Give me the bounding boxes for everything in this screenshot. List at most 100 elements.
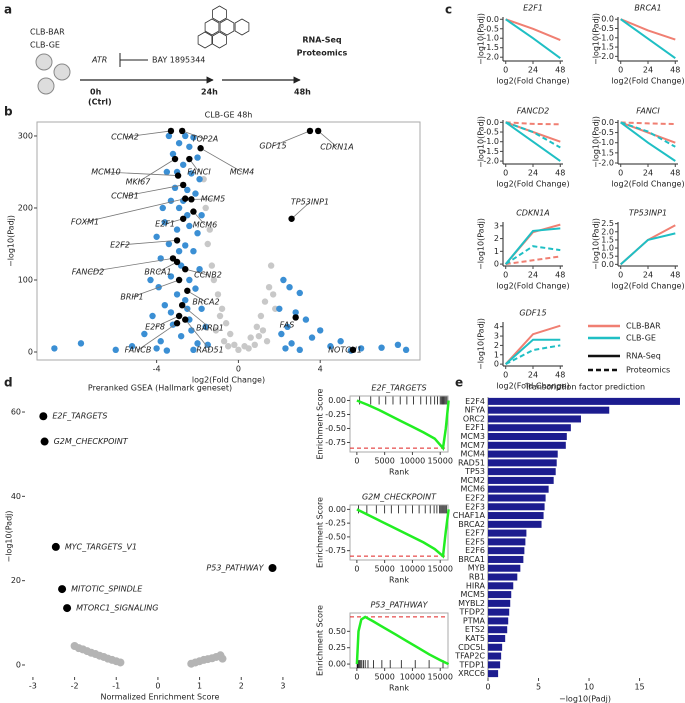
x-tick-label: -1 [112, 682, 120, 691]
bar [488, 503, 545, 511]
point [149, 312, 156, 320]
y-tick-label: 0.00 [328, 396, 346, 405]
chart-title: CDKN1A [516, 209, 550, 218]
x-tick-label: 48 [670, 169, 680, 178]
y-tick-label: 100 [18, 275, 33, 284]
y-tick-label: -1.5 [598, 148, 614, 157]
y-tick-label: 0 [16, 660, 21, 669]
point [188, 170, 195, 177]
point [349, 346, 357, 354]
bar [488, 494, 546, 502]
point [196, 175, 203, 183]
point [63, 604, 72, 613]
y-tick-label: -0.75 [325, 438, 346, 447]
point [204, 240, 211, 248]
point [116, 658, 125, 667]
y-tick-label: -0.5 [598, 24, 614, 33]
point [190, 346, 197, 354]
x-tick-label: 5000 [374, 457, 394, 466]
bar [488, 529, 527, 537]
bar [488, 476, 554, 484]
x-tick-label: 48 [555, 169, 565, 178]
point [214, 291, 222, 298]
y-tick-label: 3 [494, 221, 499, 230]
series-line [620, 121, 676, 162]
point [182, 265, 189, 273]
readout: Proteomics [297, 49, 348, 58]
point-label: G2M_CHECKPOINT [54, 437, 129, 446]
point [180, 215, 187, 222]
bar [488, 582, 514, 590]
point-label: CCNB2 [194, 271, 222, 280]
panel-label: c [445, 3, 452, 17]
x-axis-label: Normalized Enrichment Score [101, 693, 220, 702]
y-axis-label: −log10(Padj) [7, 215, 16, 267]
x-tick-label: 24 [528, 169, 538, 178]
point [182, 195, 189, 202]
x-tick-label: 24 [528, 271, 538, 280]
y-tick-label: -0.5 [598, 128, 614, 137]
y-tick-label: 1.5 [601, 235, 614, 244]
label-connector [157, 261, 178, 273]
legend-label: CLB-BAR [626, 322, 661, 331]
series-line [505, 121, 561, 162]
point [218, 654, 227, 663]
chart: E2F1 0 24 48 0.0-0.5-1.0-1.5-2.0 log2(Fold Ch… [477, 4, 570, 86]
point-label: CCNA2 [111, 133, 139, 142]
point [182, 296, 189, 304]
point [58, 585, 67, 594]
point-label: BRIP1 [120, 293, 143, 302]
label-connector [131, 279, 180, 298]
series-line [356, 508, 450, 559]
point [245, 345, 252, 352]
chart-title: P53_PATHWAY [370, 601, 428, 610]
chart: CLB-GE 48h -4 0 4 0 100 200 300 log2(Fold Change… [7, 111, 421, 385]
point [51, 542, 60, 551]
y-tick-label: 0.0 [601, 118, 614, 127]
point-label: CCNB1 [111, 192, 139, 201]
bar [488, 634, 506, 642]
y-tick-label: 0.50 [328, 627, 346, 636]
y-axis-label: −log10(Padj) [477, 318, 486, 370]
x-tick-label: 3 [280, 682, 285, 691]
y-tick-label: 0.5 [601, 252, 614, 261]
point [196, 265, 203, 273]
point [175, 204, 183, 212]
ring [234, 18, 250, 36]
cell-line: CLB-BAR [30, 28, 65, 37]
point [40, 437, 49, 446]
y-tick-label: -2.0 [598, 52, 614, 61]
bar [488, 652, 502, 660]
point-label: FANCI [187, 168, 211, 177]
point [173, 258, 181, 266]
y-axis-label: −log10(Padj) [477, 13, 486, 65]
point [175, 312, 183, 320]
panel-label: a [4, 3, 12, 17]
y-tick-label: E2F1 [465, 423, 485, 432]
point [337, 338, 344, 345]
y-tick-label: 0.25 [328, 643, 346, 652]
y-tick-label: 1 [494, 247, 499, 256]
cell-icon [35, 53, 53, 71]
point [327, 343, 334, 350]
point [197, 145, 204, 152]
y-tick-label: -0.50 [325, 532, 346, 541]
point [39, 412, 48, 421]
schematic: CLB-BAR CLB-GE ATR BAY 1895344 0h (Ctrl)… [30, 5, 348, 107]
point [141, 330, 148, 338]
y-tick-label: 0.0 [486, 118, 499, 127]
x-tick-label: 48 [555, 66, 565, 75]
chart: FANCD2 0 24 48 0.0-0.5-1.0-1.5-2.0 log2(Fold … [477, 107, 570, 189]
chart-title: FANCI [636, 107, 660, 116]
bar [488, 441, 566, 449]
chart: BRCA1 0 24 48 0.0-0.5-1.0-1.5-2.0 log2(Fold C… [592, 4, 685, 86]
y-tick-label: 0 [494, 260, 499, 269]
series-line [504, 324, 561, 365]
point [178, 301, 186, 309]
point [317, 327, 324, 334]
point-label: FAS [280, 321, 295, 330]
bar [488, 599, 511, 607]
chart-title: FANCD2 [517, 107, 549, 116]
x-tick-label: 0 [155, 682, 160, 691]
point [206, 226, 213, 233]
